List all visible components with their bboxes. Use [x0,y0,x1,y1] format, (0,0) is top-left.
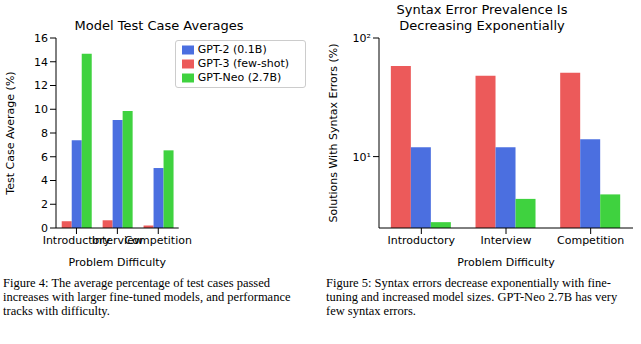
html-text:Model Test Case Averages: Model Test Case Averages [74,18,244,33]
svg-text:14: 14 [34,56,48,69]
html-text:GPT-2 (0.1B): GPT-2 (0.1B) [197,43,267,56]
svg-text:Interview: Interview [91,233,143,247]
svg-text:Introductory: Introductory [42,233,111,247]
svg-text:6: 6 [41,151,48,164]
svg-text:Introductory: Introductory [388,234,456,247]
svg-text:4: 4 [41,174,48,187]
svg-text:Problem Difficulty: Problem Difficulty [69,256,167,269]
svg-text:12: 12 [34,79,48,92]
svg-text:10²: 10² [353,34,371,45]
html-text:GPT-3 (few-shot): GPT-3 (few-shot) [197,57,289,70]
svg-text:10¹: 10¹ [353,151,371,164]
svg-text:Competition: Competition [125,234,192,247]
svg-text:Problem Difficulty: Problem Difficulty [457,256,555,269]
html-text:Syntax Error Prevalence Is Dec: Syntax Error Prevalence Is Decreasing Ex… [396,2,568,33]
html-text:GPT-Neo (2.7B): GPT-Neo (2.7B) [197,71,282,84]
html-text:Figure 4: The average percenta: Figure 4: The average percentage of test… [3,276,291,318]
svg-text:2: 2 [41,198,48,211]
svg-text:Test Case Average (%): Test Case Average (%) [8,71,17,195]
svg-text:8: 8 [41,127,48,140]
svg-text:16: 16 [34,34,48,45]
svg-text:10: 10 [34,103,48,116]
html-text:Figure 5: Syntax errors decrea: Figure 5: Syntax errors decrease exponen… [326,276,618,318]
svg-text:0: 0 [41,222,48,235]
svg-text:Solutions With Syntax Errors (: Solutions With Syntax Errors (%) [327,43,340,222]
svg-text:Interview: Interview [480,234,531,247]
svg-text:Competition: Competition [557,234,624,247]
